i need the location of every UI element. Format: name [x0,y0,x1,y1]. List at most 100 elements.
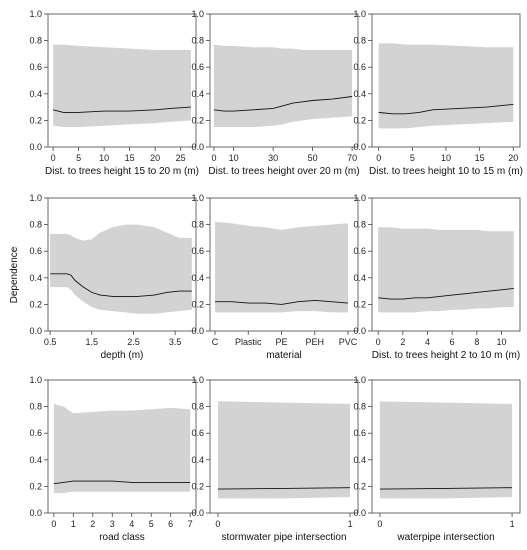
confidence-band [378,43,514,129]
plot-frame [371,197,521,332]
y-tick-label: 0.6 [29,428,42,438]
x-tick-label: 7 [188,519,193,529]
y-tick-label: 0.8 [191,36,204,46]
chart-panel-6: 0.0 0.2 0.4 0.6 0.8 1.0 0 2 4 6 8 10 Dist. to trees … [353,193,521,361]
y-tick-label: 0.8 [29,220,42,230]
x-tick-label: 0.5 [44,337,57,347]
dependence-line [217,487,351,490]
y-tick-label: 0.4 [29,455,42,465]
x-tick-label: 1 [71,519,76,529]
plot-frame [371,379,521,514]
y-tick-label: 0.4 [191,89,204,99]
y-tick-label: 0.6 [353,246,366,256]
y-tick-label: 0.8 [353,402,366,412]
y-tick-label: 1.0 [29,9,42,19]
x-tick-label: 1 [348,519,353,529]
y-tick-label: 0.2 [353,481,366,491]
y-tick-label: 0.6 [29,62,42,72]
x-tick-label: 10 [229,153,239,163]
y-tick-label: 0.0 [353,142,366,152]
x-tick-label: 1 [510,519,515,529]
x-tick-label: 25 [176,153,186,163]
y-tick-label: 0.0 [191,142,204,152]
y-tick-label: 0.2 [29,115,42,125]
x-tick-label: 0 [376,153,381,163]
y-tick-label: 0.0 [353,508,366,518]
x-tick-label: 10 [441,153,451,163]
y-tick-label: 0.0 [191,326,204,336]
y-tick-label: 0.4 [29,273,42,283]
confidence-band [379,401,513,499]
y-tick-label: 0.4 [353,273,366,283]
y-tick-label: 1.0 [353,375,366,385]
x-tick-label: PE [275,337,287,347]
y-axis-label: Dependence [9,246,20,303]
confidence-band [53,403,191,494]
x-axis-label: material [266,350,302,361]
dependence-line [213,96,353,112]
y-tick-label: 0.8 [29,402,42,412]
x-tick-label: 0 [211,153,216,163]
x-tick-label: 2 [400,337,405,347]
x-tick-label: 6 [450,337,455,347]
plot-frame [47,197,197,332]
x-tick-label: 6 [168,519,173,529]
dependence-line [215,299,349,305]
x-tick-label: 1.5 [86,337,99,347]
x-tick-label: 2 [90,519,95,529]
confidence-band [53,44,191,127]
y-tick-label: 0.4 [29,89,42,99]
x-axis-label: Dist. to trees height 2 to 10 m (m) [372,350,520,361]
x-tick-label: PEH [306,337,325,347]
y-tick-label: 0.0 [29,142,42,152]
x-tick-label: 5 [76,153,81,163]
dependence-line [52,106,191,113]
confidence-band [50,224,192,314]
x-tick-label: 0 [51,153,56,163]
x-tick-label: 10 [496,337,506,347]
x-tick-label: 4 [425,337,430,347]
x-axis-label: Dist. to trees height over 20 m (m) [208,166,359,177]
x-axis-label: depth (m) [101,350,144,361]
y-tick-label: 1.0 [29,375,42,385]
y-tick-label: 0.0 [29,326,42,336]
y-tick-label: 0.0 [353,326,366,336]
x-axis-label: Dist. to trees height 10 to 15 m (m) [369,166,523,177]
x-tick-label: C [212,337,219,347]
x-tick-label: 30 [268,153,278,163]
y-tick-label: 1.0 [191,375,204,385]
y-tick-label: 0.4 [191,455,204,465]
y-tick-label: 0.6 [353,62,366,72]
y-tick-label: 1.0 [29,193,42,203]
y-tick-label: 0.6 [353,428,366,438]
dependence-line [378,103,514,115]
confidence-band [217,401,351,499]
chart-panel-5: 0.0 0.2 0.4 0.6 0.8 1.0 C Plastic PE PEH PVC materi… [191,193,359,361]
chart-panel-1: 0.0 0.2 0.4 0.6 0.8 1.0 0 5 10 15 20 25 Dist. to tre… [29,9,198,177]
dependence-line [50,273,192,297]
y-tick-label: 0.4 [353,455,366,465]
dependence-line [378,287,514,300]
y-tick-label: 0.2 [29,299,42,309]
x-tick-label: 20 [150,153,160,163]
y-tick-label: 0.2 [29,481,42,491]
plot-frame [47,13,197,148]
y-tick-label: 0.4 [191,273,204,283]
x-tick-label: 0 [376,337,381,347]
x-tick-label: 0 [377,519,382,529]
chart-panel-9: 0.0 0.2 0.4 0.6 0.8 1.0 0 1 waterpipe intersecti… [353,375,521,543]
x-tick-label: 5 [410,153,415,163]
x-tick-label: PVC [339,337,358,347]
chart-panel-7: 0.0 0.2 0.4 0.6 0.8 1.0 0 1 2 3 4 5 6 7 road class [29,375,197,543]
y-tick-label: 0.2 [191,481,204,491]
y-tick-label: 0.2 [191,115,204,125]
y-tick-label: 1.0 [191,9,204,19]
x-tick-label: 50 [308,153,318,163]
y-tick-label: 0.2 [353,115,366,125]
x-tick-label: Plastic [235,337,262,347]
plot-frame [209,13,359,148]
x-tick-label: 0 [51,519,56,529]
x-tick-label: 4 [129,519,134,529]
